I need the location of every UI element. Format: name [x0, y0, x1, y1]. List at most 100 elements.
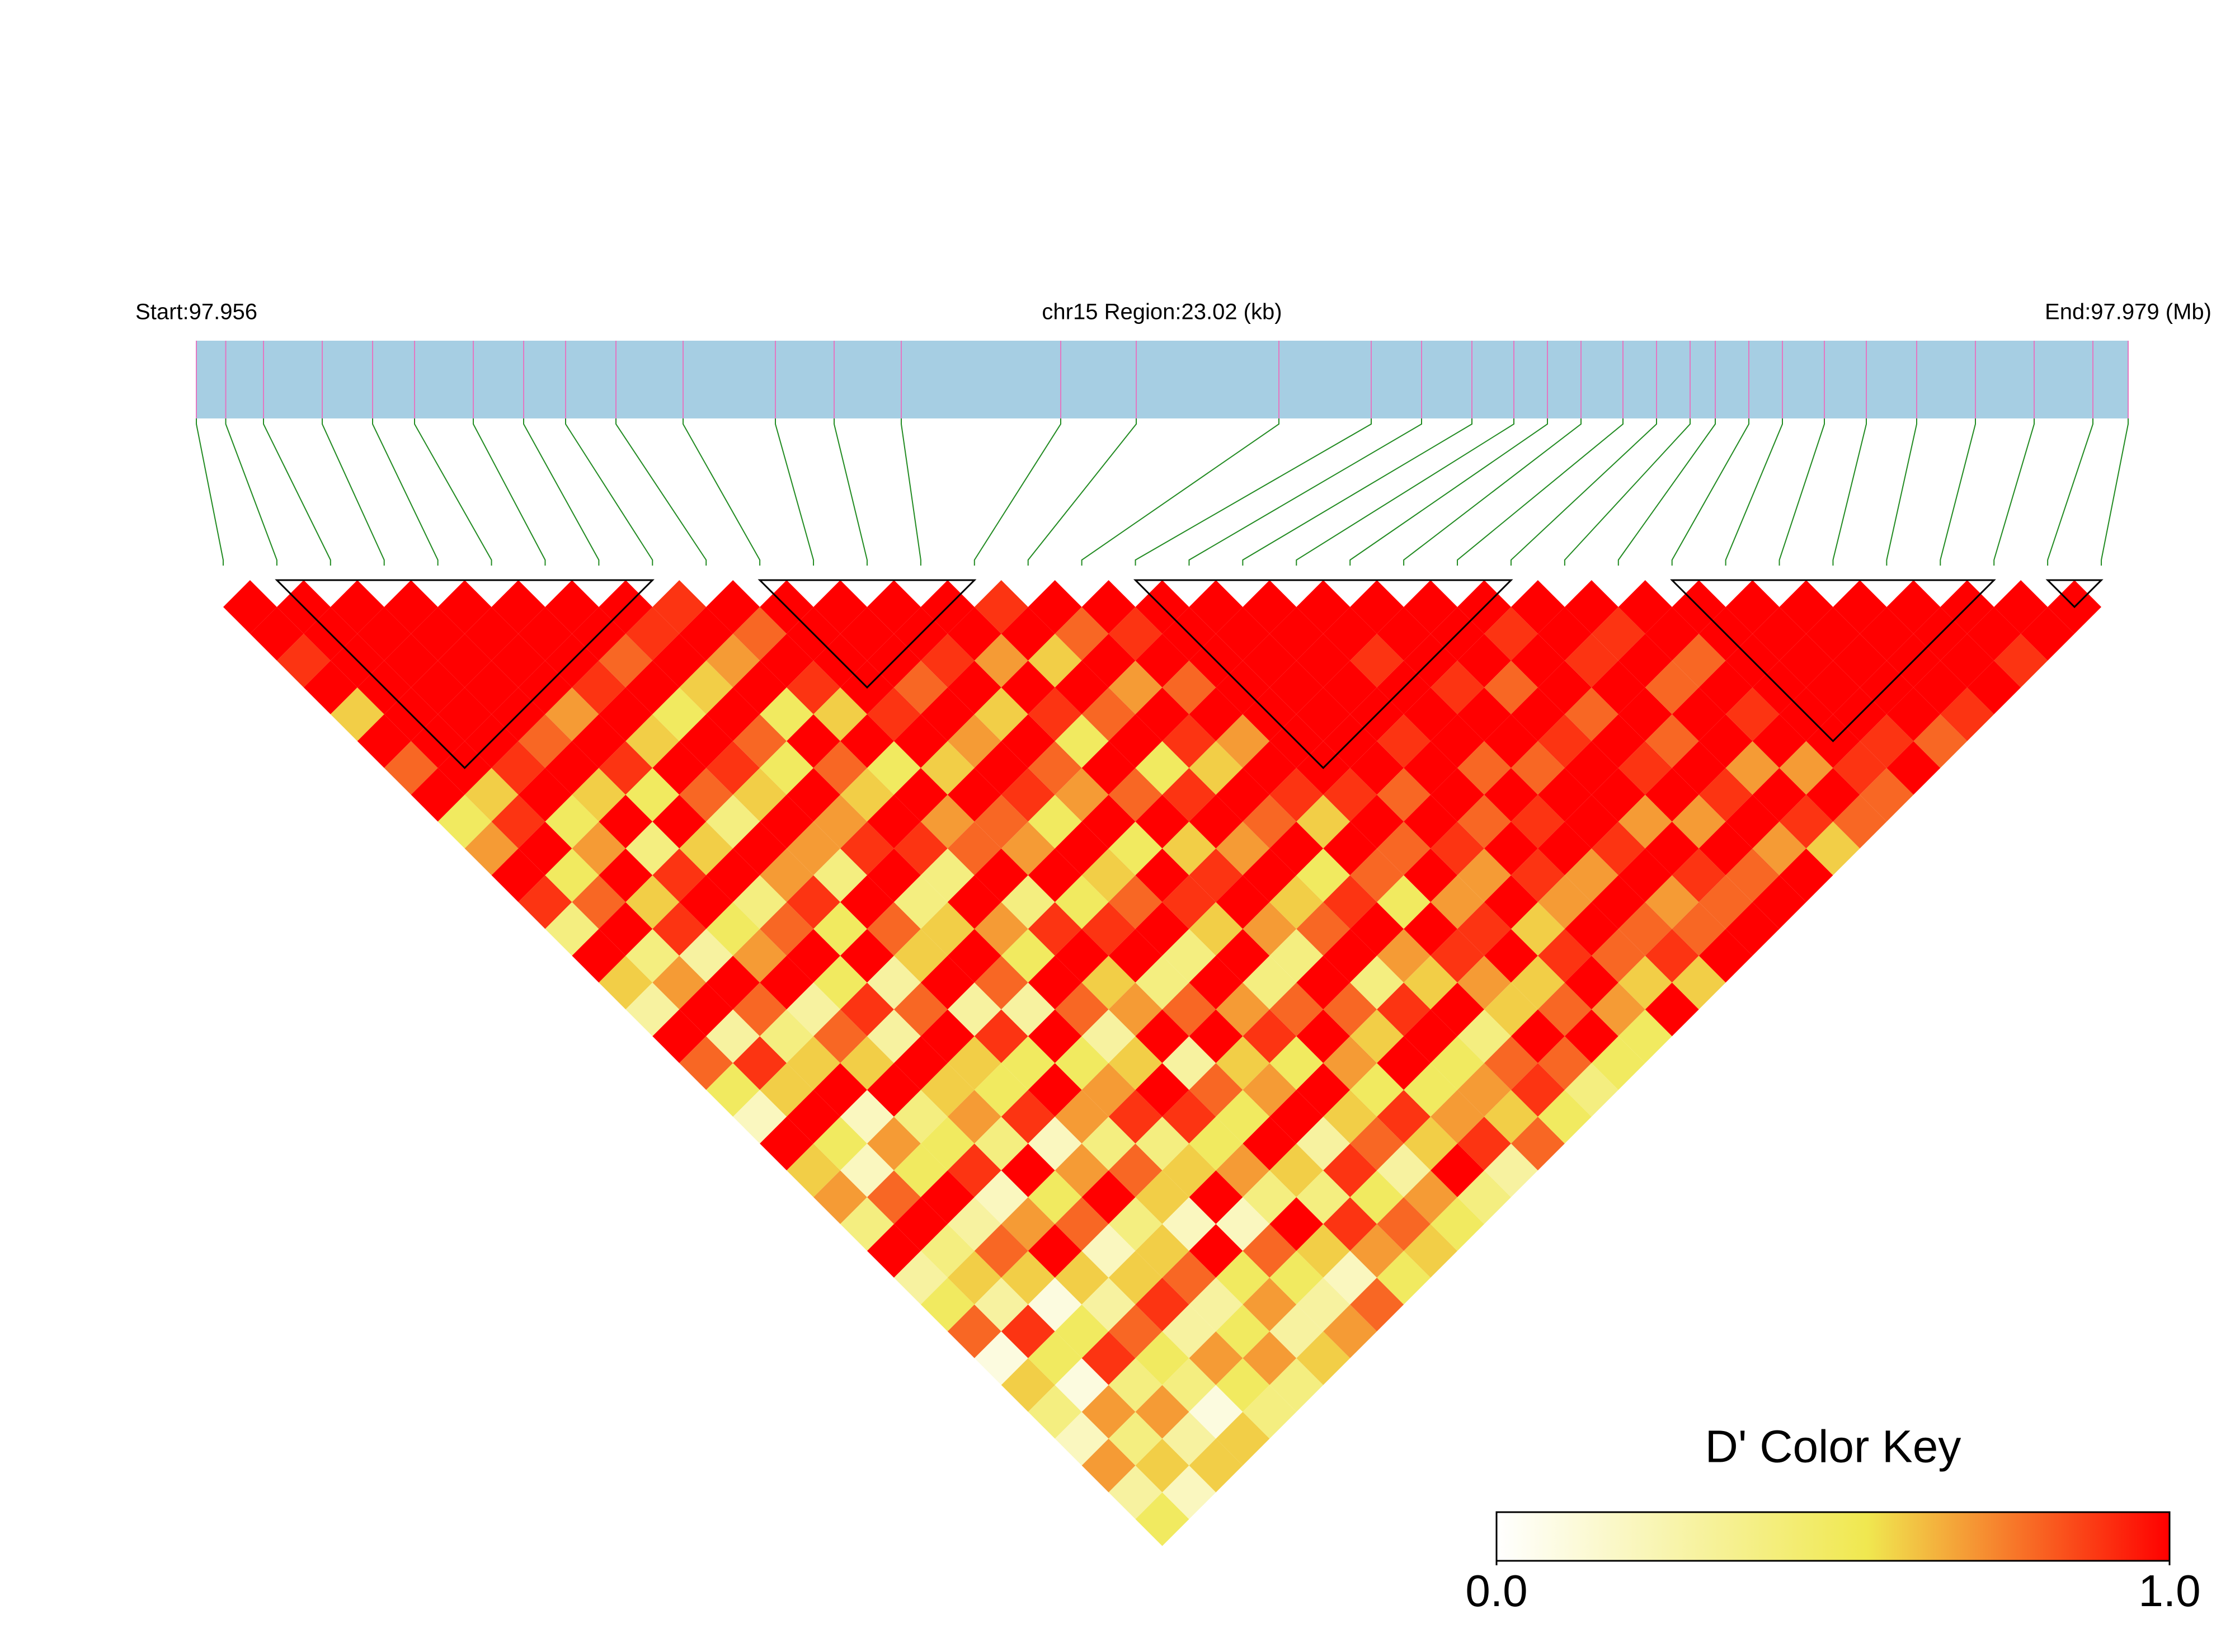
ld-cell — [1189, 1438, 1243, 1493]
ld-cell — [1672, 848, 1726, 902]
ld-cell — [1779, 794, 1833, 849]
ld-cell — [1431, 660, 1484, 714]
ld-cell — [840, 875, 894, 929]
ld-cell — [947, 1143, 1001, 1198]
ld-cell — [1350, 848, 1404, 902]
ld-cell — [1940, 687, 1994, 741]
ld-cell — [1564, 794, 1618, 849]
ld-cell — [1296, 580, 1351, 634]
ld-cell — [1404, 956, 1458, 1010]
ld-cell — [974, 956, 1028, 1010]
ld-cell — [1135, 1277, 1189, 1331]
ld-cell — [1350, 956, 1404, 1010]
ld-cell — [733, 875, 787, 929]
ld-cell — [813, 1117, 867, 1171]
ld-cell — [1055, 1250, 1109, 1305]
ld-cell — [893, 1143, 948, 1198]
ld-cell — [974, 1277, 1028, 1331]
ld-cell — [974, 1331, 1028, 1385]
ld-cell — [1484, 1143, 1538, 1198]
ld-cell — [1216, 1143, 1270, 1198]
ld-cell — [1189, 741, 1243, 795]
ld-cell — [813, 794, 867, 849]
ld-cell — [813, 741, 867, 795]
ld-cell — [1431, 714, 1484, 768]
ld-cell — [1645, 875, 1699, 929]
ld-cell — [920, 956, 975, 1010]
ld-cell — [1457, 794, 1511, 849]
ld-cell — [974, 1224, 1028, 1278]
ld-cell — [893, 1036, 948, 1090]
ld-cell — [330, 580, 384, 634]
ld-cell — [1243, 1385, 1297, 1439]
ld-cell — [840, 1197, 894, 1251]
ld-cell — [464, 606, 519, 661]
ld-cell — [1189, 1331, 1243, 1385]
ld-cell — [1860, 768, 1914, 822]
ld-cell — [303, 660, 357, 714]
ld-cell — [1108, 1197, 1163, 1251]
ld-cell — [813, 580, 867, 634]
ld-cell — [411, 606, 465, 661]
ld-cell — [947, 606, 1001, 661]
ld-cell — [706, 1009, 760, 1063]
ld-cell — [1028, 580, 1082, 634]
ld-cell — [760, 633, 814, 688]
ld-cell — [1618, 580, 1672, 634]
ld-cell — [1511, 794, 1565, 849]
ld-cell — [1377, 929, 1431, 983]
ld-cell — [1591, 1036, 1645, 1090]
ld-cell — [1055, 1143, 1109, 1198]
ld-cell — [2021, 606, 2075, 661]
ld-cell — [1591, 875, 1645, 929]
ld-cell — [1269, 1358, 1324, 1412]
snp-connector — [196, 418, 224, 566]
ld-cell — [893, 821, 948, 876]
ld-cell — [733, 1036, 787, 1090]
ld-cell — [1537, 660, 1592, 714]
ld-cell — [813, 1063, 867, 1117]
ld-cell — [1081, 633, 1136, 688]
ld-cell — [733, 768, 787, 822]
ld-cell — [1431, 821, 1484, 876]
ld-cell — [1001, 1197, 1055, 1251]
ld-cell — [1752, 714, 1806, 768]
ld-cell — [760, 956, 814, 1010]
ld-cell — [1618, 633, 1672, 688]
ld-cell — [384, 580, 438, 634]
ld-cell — [1537, 929, 1592, 983]
ld-cell — [384, 633, 438, 688]
ld-cell — [1216, 1411, 1270, 1466]
ld-cell — [706, 580, 760, 634]
ld-cell — [1216, 1036, 1270, 1090]
ld-cell — [1269, 1036, 1324, 1090]
ld-cell — [1081, 956, 1136, 1010]
ld-cell — [652, 902, 707, 956]
snp-connector — [225, 418, 277, 566]
ld-cell — [1779, 580, 1833, 634]
ld-cell — [947, 714, 1001, 768]
region-bar — [196, 341, 2128, 418]
ld-cell — [1269, 1250, 1324, 1305]
ld-cell — [1028, 1224, 1082, 1278]
ld-cell — [867, 848, 921, 902]
ld-cell — [1752, 821, 1806, 876]
ld-cell — [491, 741, 545, 795]
ld-block — [1670, 579, 1996, 742]
snp-connector — [1671, 418, 1749, 566]
ld-cell — [1457, 1117, 1511, 1171]
ld-cell — [1377, 875, 1431, 929]
ld-cell — [437, 794, 492, 849]
snp-connector — [263, 418, 331, 566]
ld-cell — [1135, 741, 1189, 795]
ld-cell — [1243, 1277, 1297, 1331]
ld-cell — [867, 794, 921, 849]
ld-cell — [652, 633, 707, 688]
snp-connector — [1457, 418, 1624, 566]
ld-cell — [1618, 902, 1672, 956]
ld-cell — [652, 741, 707, 795]
ld-cell — [545, 902, 599, 956]
ld-cell — [920, 1117, 975, 1171]
ld-cell — [1752, 606, 1806, 661]
